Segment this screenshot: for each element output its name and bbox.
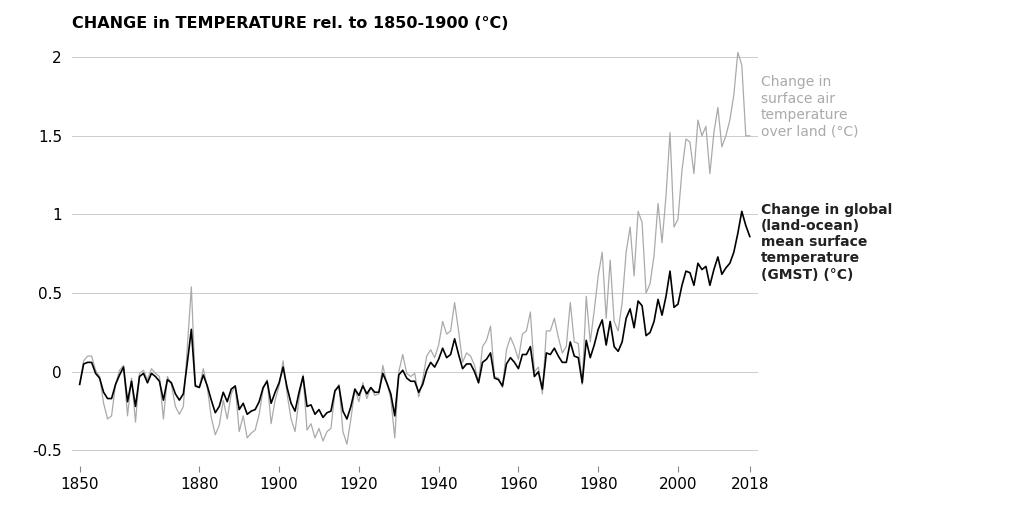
Text: Change in
surface air
temperature
over land (°C): Change in surface air temperature over l…	[761, 76, 858, 138]
Text: CHANGE in TEMPERATURE rel. to 1850-1900 (°C): CHANGE in TEMPERATURE rel. to 1850-1900 …	[72, 16, 508, 31]
Text: Change in global
(land-ocean)
mean surface
temperature
(GMST) (°C): Change in global (land-ocean) mean surfa…	[761, 203, 892, 282]
